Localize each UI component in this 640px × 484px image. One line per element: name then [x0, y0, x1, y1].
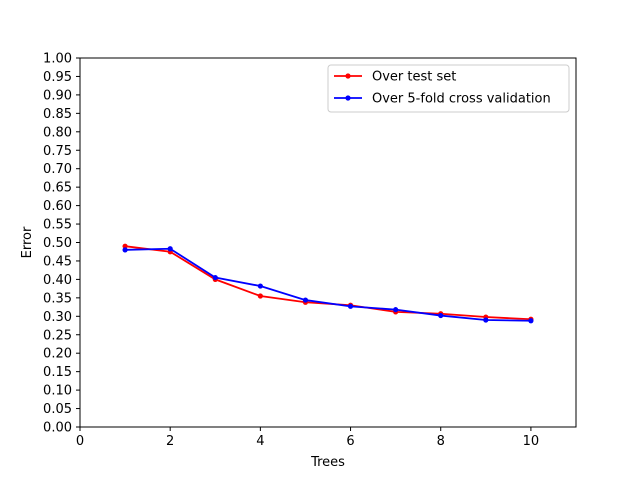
y-tick-label: 0.80: [43, 125, 72, 140]
y-tick-label: 0.95: [43, 70, 72, 85]
legend-label: Over test set: [372, 70, 456, 85]
y-tick-label: 0.45: [43, 254, 72, 269]
data-point: [122, 247, 128, 253]
plot-frame: [79, 57, 577, 428]
data-point: [257, 283, 263, 289]
ticks-layer: 0 2 4 6 8 10 0.00 0.05 0.10 0.15 0.20 0.25 0.30 0.35 0…: [43, 52, 539, 450]
y-tick-label: 0.00: [43, 421, 72, 436]
series-layer: [122, 243, 534, 324]
y-axis-label: Error: [20, 226, 35, 258]
y-tick-label: 0.25: [43, 328, 72, 343]
y-tick-label: 0.15: [43, 365, 72, 380]
data-point: [528, 318, 534, 324]
x-tick-label: 8: [437, 434, 445, 449]
y-tick-label: 0.85: [43, 107, 72, 122]
data-point: [212, 274, 218, 281]
data-point: [167, 246, 173, 252]
y-tick-label: 0.10: [43, 384, 72, 399]
y-tick-label: 0.30: [43, 310, 72, 325]
data-point: [302, 297, 309, 303]
data-point: [122, 243, 128, 249]
y-tick-label: 0.05: [43, 402, 72, 417]
legend-item: Over 5-fold cross validation: [334, 92, 551, 107]
series-line: [124, 245, 531, 321]
legend-label: Over 5-fold cross validation: [372, 92, 551, 107]
x-tick-label: 0: [76, 434, 84, 449]
y-tick-label: 0.70: [43, 162, 72, 177]
x-tick-label: 10: [523, 434, 540, 449]
y-tick-label: 0.55: [43, 218, 72, 233]
y-tick-label: 0.40: [43, 273, 72, 288]
y-tick-label: 0.90: [43, 88, 72, 103]
x-tick-label: 2: [166, 434, 174, 449]
y-tick-label: 0.65: [43, 181, 72, 196]
data-point: [438, 312, 444, 319]
y-tick-label: 0.35: [43, 291, 72, 306]
y-tick-label: 0.60: [43, 199, 72, 214]
series-2: [122, 246, 534, 324]
x-axis-label: Trees: [310, 455, 345, 470]
data-point: [347, 303, 354, 309]
legend-box: [327, 64, 570, 113]
y-tick-label: 0.75: [43, 144, 72, 159]
legend-item: Over test set: [334, 70, 456, 85]
y-tick-label: 0.50: [43, 236, 72, 251]
data-point: [393, 307, 399, 313]
legend-swatch-marker: [345, 73, 351, 79]
x-tick-label: 6: [346, 434, 354, 449]
series-line: [125, 247, 531, 322]
y-tick-label: 1.00: [43, 52, 72, 67]
legend-swatch-marker: [345, 95, 351, 101]
data-point: [483, 317, 489, 323]
legend: Over test set Over 5-fold cross validatio…: [327, 64, 570, 113]
y-tick-label: 0.20: [43, 347, 72, 362]
series-1: [122, 243, 534, 322]
data-point: [257, 293, 263, 299]
x-tick-label: 4: [256, 434, 264, 449]
